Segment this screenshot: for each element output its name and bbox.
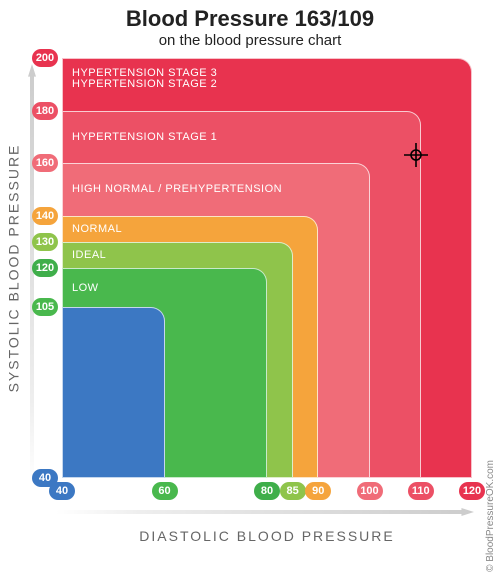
y-tick: 140 — [32, 207, 58, 225]
x-tick: 110 — [408, 482, 434, 500]
y-tick: 130 — [32, 233, 58, 251]
y-axis-label: SYSTOLIC BLOOD PRESSURE — [4, 58, 22, 478]
x-tick: 85 — [280, 482, 306, 500]
y-tick: 120 — [32, 259, 58, 277]
x-axis-label: DIASTOLIC BLOOD PRESSURE — [62, 528, 472, 544]
zone-label: HYPERTENSION STAGE 3 — [72, 67, 217, 79]
y-tick: 105 — [32, 298, 58, 316]
bp-chart-container: Blood Pressure 163/109 on the blood pres… — [0, 0, 500, 550]
x-tick: 60 — [152, 482, 178, 500]
plot-area: HYPERTENSION STAGE 3HYPERTENSION STAGE 2… — [62, 58, 472, 478]
zone-label: LOW — [72, 282, 99, 294]
zone-label: IDEAL — [72, 249, 106, 261]
x-tick: 100 — [357, 482, 383, 500]
zone-low — [62, 307, 165, 478]
y-axis-label-text: SYSTOLIC BLOOD PRESSURE — [5, 144, 21, 393]
x-tick: 90 — [305, 482, 331, 500]
y-tick: 200 — [32, 49, 58, 67]
y-tick: 160 — [32, 154, 58, 172]
zone-label: NORMAL — [72, 223, 122, 235]
x-tick: 120 — [459, 482, 485, 500]
x-tick: 80 — [254, 482, 280, 500]
zone-label: HYPERTENSION STAGE 1 — [72, 131, 217, 143]
credit-text: © BloodPressureOK.com — [485, 460, 496, 572]
chart-subtitle: on the blood pressure chart — [0, 32, 500, 49]
chart-title: Blood Pressure 163/109 — [0, 6, 500, 32]
x-axis-arrow-icon — [56, 508, 474, 516]
y-tick: 180 — [32, 102, 58, 120]
zone-label: HYPERTENSION STAGE 2 — [72, 78, 217, 90]
zone-label: HIGH NORMAL / PREHYPERTENSION — [72, 183, 282, 195]
x-tick: 40 — [49, 482, 75, 500]
